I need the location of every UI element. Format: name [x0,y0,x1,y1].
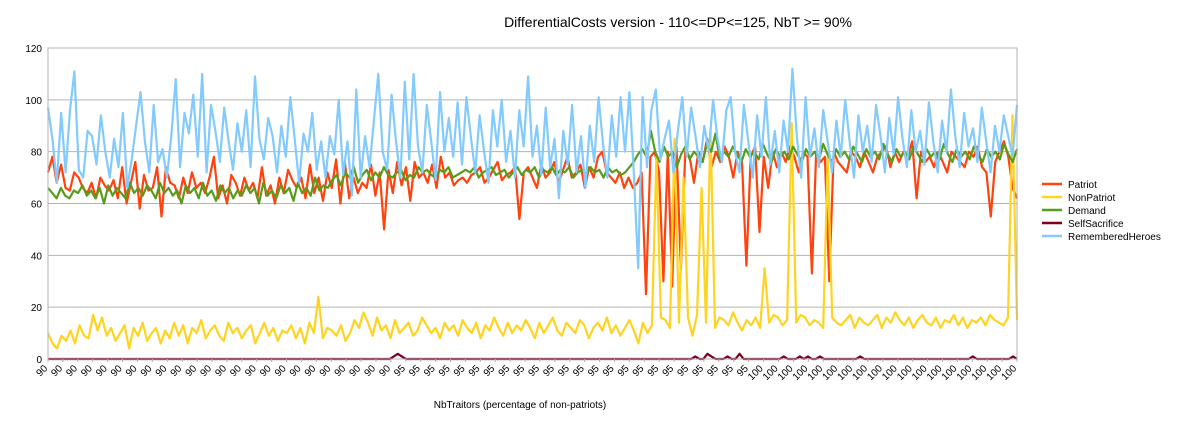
x-tick-label: 90 [79,363,95,379]
y-tick-label: 60 [31,200,43,211]
x-tick-label: 90 [243,363,259,379]
x-axis-ticks: 90 90 90 90 90 90 90 90 90 90 90 90 90 90 90 90 90 90 90 90… [34,359,1019,383]
x-tick-label: 90 [228,363,244,379]
x-tick-label: 90 [258,363,274,379]
legend-label-patriot: Patriot [1068,180,1097,191]
x-tick-label: 95 [467,363,483,379]
y-tick-label: 80 [31,148,43,159]
x-tick-label: 90 [198,363,214,379]
x-tick-label: 90 [377,363,393,379]
x-tick-label: 95 [631,363,647,379]
series-line-rememberedheroes [46,67,1019,270]
x-tick-label: 90 [273,363,289,379]
y-tick-label: 0 [36,355,42,366]
legend-label-demand: Demand [1068,206,1106,217]
x-tick-label: 95 [586,363,602,379]
x-tick-label: 95 [512,363,528,379]
legend: Patriot NonPatriot Demand SelfSacrifice Reme… [1042,180,1161,243]
x-tick-label: 95 [571,363,587,379]
x-tick-label: 95 [392,363,408,379]
x-tick-label: 90 [348,363,364,379]
x-tick-label: 90 [333,363,349,379]
legend-label-nonpatriot: NonPatriot [1068,193,1115,204]
x-tick-label: 90 [303,363,319,379]
y-tick-label: 20 [31,303,43,314]
x-tick-label: 95 [556,363,572,379]
x-tick-label: 95 [616,363,632,379]
y-tick-label: 120 [25,44,42,55]
plot-area-frame [47,47,1018,360]
x-tick-label: 95 [720,363,736,379]
x-tick-label: 95 [526,363,542,379]
x-tick-label: 95 [497,363,513,379]
x-tick-label: 95 [407,363,423,379]
x-tick-label: 90 [184,363,200,379]
x-tick-label: 95 [646,363,662,379]
x-tick-label: 90 [139,363,155,379]
x-tick-label: 90 [288,363,304,379]
x-tick-label: 95 [690,363,706,379]
x-tick-label: 95 [601,363,617,379]
y-axis-ticks: 0 20 40 60 80 100 120 [25,44,42,366]
legend-label-rememberedheroes: RememberedHeroes [1068,232,1161,243]
x-tick-label: 95 [661,363,677,379]
series-lines [46,67,1019,361]
x-tick-label: 90 [318,363,334,379]
x-tick-label: 95 [437,363,453,379]
x-tick-label: 90 [64,363,80,379]
x-tick-label: 100 [1000,363,1020,383]
x-tick-label: 90 [169,363,185,379]
y-tick-label: 40 [31,251,43,262]
x-tick-label: 90 [49,363,65,379]
x-tick-label: 90 [362,363,378,379]
x-axis-label: NbTraitors (percentage of non-patriots) [434,400,607,411]
series-line-nonpatriot [46,114,1019,350]
x-tick-label: 90 [213,363,229,379]
y-tick-label: 100 [25,96,42,107]
x-tick-label: 90 [94,363,110,379]
x-tick-label: 90 [109,363,125,379]
x-tick-label: 95 [541,363,557,379]
x-tick-label: 95 [676,363,692,379]
x-tick-label: 90 [124,363,140,379]
x-tick-label: 95 [452,363,468,379]
x-tick-label: 95 [482,363,498,379]
legend-label-selfsacrifice: SelfSacrifice [1068,219,1124,230]
series-line-selfsacrifice [48,352,1018,361]
x-tick-label: 95 [705,363,721,379]
x-tick-label: 90 [154,363,170,379]
chart-title: DifferentialCosts version - 110<=DP<=125… [504,14,852,30]
x-tick-label: 95 [422,363,438,379]
